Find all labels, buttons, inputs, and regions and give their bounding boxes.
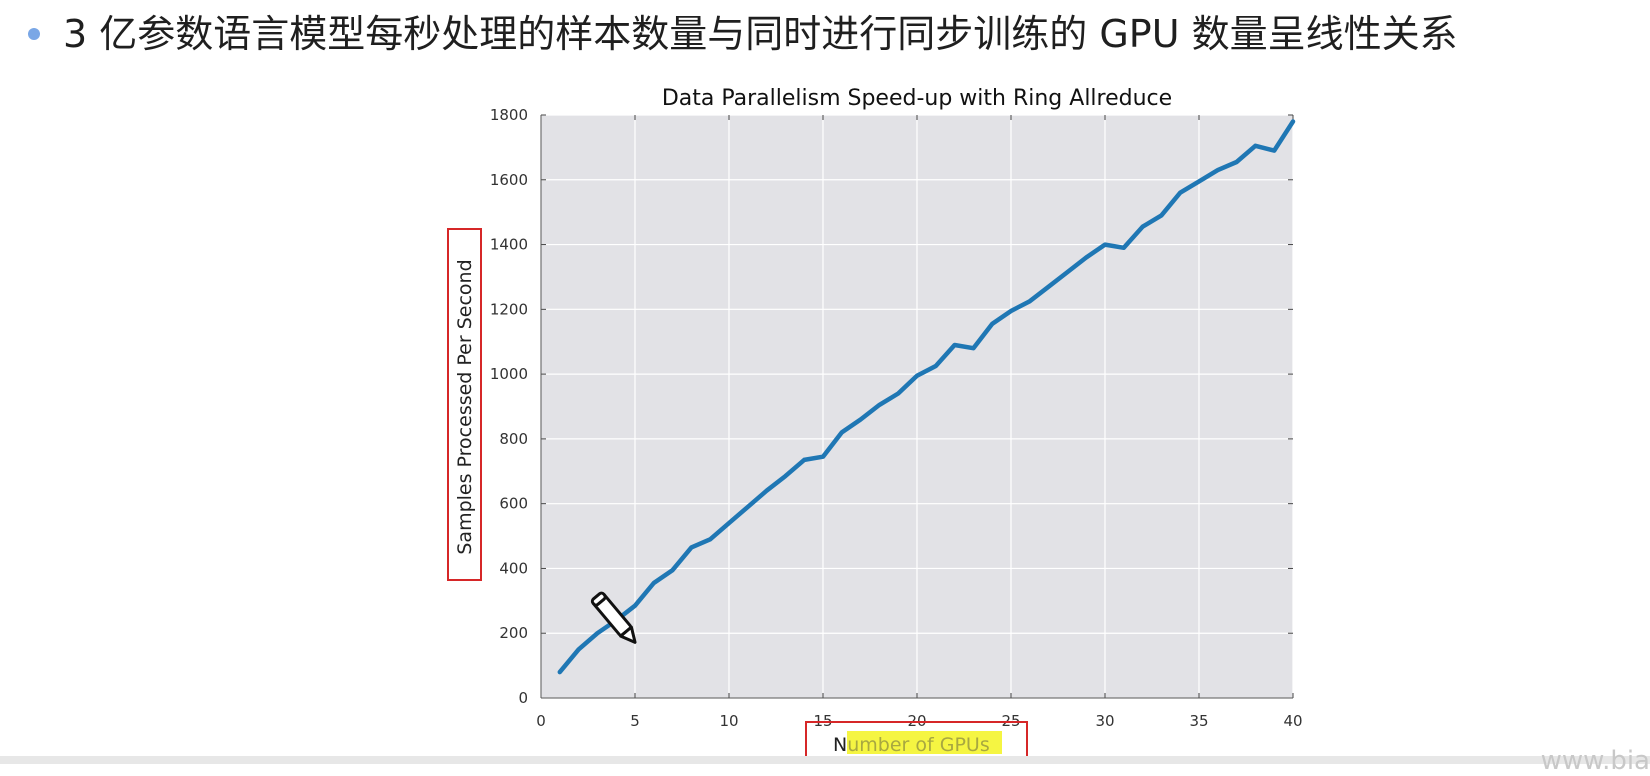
data-point bbox=[1161, 215, 1162, 216]
x-tick-label: 0 bbox=[536, 712, 546, 730]
y-tick-label: 1800 bbox=[490, 106, 528, 124]
data-point bbox=[766, 490, 767, 491]
y-tick-label: 800 bbox=[499, 430, 528, 448]
y-axis-label: Samples Processed Per Second bbox=[454, 259, 476, 554]
y-tick-label: 600 bbox=[499, 495, 528, 513]
data-point bbox=[635, 605, 636, 606]
data-point bbox=[935, 366, 936, 367]
data-point bbox=[672, 570, 673, 571]
data-point bbox=[954, 344, 955, 345]
x-axis-label-highlighted: umber of GPU bbox=[847, 734, 980, 756]
data-point bbox=[823, 456, 824, 457]
y-tick-label: 200 bbox=[499, 624, 528, 642]
data-point bbox=[729, 523, 730, 524]
y-tick-label: 1400 bbox=[490, 236, 528, 254]
x-axis-label-first-letter: N bbox=[833, 734, 847, 756]
data-point bbox=[1274, 150, 1275, 151]
y-tick-label: 400 bbox=[499, 559, 528, 577]
data-point bbox=[747, 506, 748, 507]
y-tick-label: 1200 bbox=[490, 300, 528, 318]
data-point bbox=[1123, 247, 1124, 248]
data-point bbox=[1180, 192, 1181, 193]
data-point bbox=[1011, 310, 1012, 311]
data-point bbox=[578, 649, 579, 650]
data-point bbox=[1105, 244, 1106, 245]
data-point bbox=[992, 323, 993, 324]
watermark: www.bia bbox=[1541, 746, 1650, 776]
data-point bbox=[898, 393, 899, 394]
data-point bbox=[917, 375, 918, 376]
data-point bbox=[1293, 121, 1294, 122]
data-point bbox=[1067, 272, 1068, 273]
chart-title: Data Parallelism Speed-up with Ring Allr… bbox=[662, 86, 1172, 111]
data-point bbox=[973, 348, 974, 349]
data-point bbox=[860, 419, 861, 420]
x-tick-label: 5 bbox=[630, 712, 640, 730]
data-point bbox=[1236, 161, 1237, 162]
footer-strip bbox=[0, 756, 1650, 764]
y-tick-label: 1600 bbox=[490, 171, 528, 189]
y-tick-label: 0 bbox=[518, 689, 528, 707]
data-point bbox=[785, 476, 786, 477]
data-point bbox=[879, 404, 880, 405]
data-point bbox=[710, 539, 711, 540]
data-point bbox=[1142, 226, 1143, 227]
data-point bbox=[559, 672, 560, 673]
x-tick-label: 35 bbox=[1189, 712, 1208, 730]
data-point bbox=[653, 583, 654, 584]
y-tick-label: 1000 bbox=[490, 365, 528, 383]
data-point bbox=[1029, 301, 1030, 302]
data-point bbox=[1086, 257, 1087, 258]
data-point bbox=[1048, 286, 1049, 287]
x-axis-label-suffix: s bbox=[980, 734, 990, 756]
x-tick-label: 30 bbox=[1095, 712, 1114, 730]
data-point bbox=[804, 459, 805, 460]
data-point bbox=[691, 547, 692, 548]
x-tick-label: 10 bbox=[719, 712, 738, 730]
data-point bbox=[1199, 181, 1200, 182]
data-point bbox=[841, 432, 842, 433]
x-axis-label: Number of GPUs bbox=[833, 734, 990, 756]
x-tick-label: 40 bbox=[1283, 712, 1302, 730]
data-point bbox=[597, 633, 598, 634]
data-point bbox=[1217, 170, 1218, 171]
data-point bbox=[1255, 145, 1256, 146]
